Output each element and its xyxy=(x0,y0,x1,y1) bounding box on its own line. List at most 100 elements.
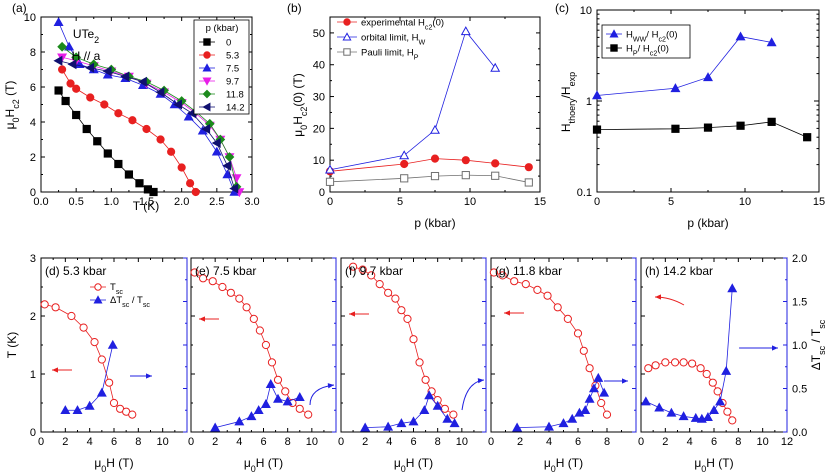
legend-marker xyxy=(610,44,618,52)
x-tick-label: 2 xyxy=(212,436,218,448)
data-point xyxy=(573,329,583,338)
data-point xyxy=(521,280,530,289)
y-tick-label: 50 xyxy=(313,28,325,40)
data-point xyxy=(421,375,430,384)
panel-title: (f) 9.7 kbar xyxy=(345,264,403,278)
data-point xyxy=(489,268,498,277)
x-tick-label: 2.5 xyxy=(209,196,224,208)
data-point xyxy=(430,154,440,163)
data-point xyxy=(651,361,660,370)
legend-label: 7.5 xyxy=(226,64,239,75)
data-point xyxy=(105,378,114,387)
data-point xyxy=(61,96,70,106)
y-tick-label: 3 xyxy=(30,253,36,265)
data-point xyxy=(348,262,358,271)
data-point xyxy=(186,179,195,188)
left-axis-arrow-head xyxy=(199,316,205,322)
data-point xyxy=(211,138,221,148)
legend-marker xyxy=(94,283,102,291)
data-point xyxy=(670,83,681,93)
series-line xyxy=(596,121,808,138)
y-tick-label: 2 xyxy=(30,152,36,164)
y-tick-label: 10 xyxy=(580,5,592,17)
data-point xyxy=(60,405,71,415)
series-e-1 xyxy=(210,378,305,432)
panel-title: UTe2 xyxy=(73,27,99,45)
x-tick-label: 4 xyxy=(687,436,693,448)
data-point xyxy=(715,396,726,406)
data-point xyxy=(397,306,406,315)
y-tick-label: 0 xyxy=(30,427,36,439)
x-tick-label: 8 xyxy=(135,436,141,448)
x-tick-label: 8 xyxy=(285,436,291,448)
data-point xyxy=(273,375,283,384)
y-right-tick-label: 0.0 xyxy=(792,427,807,439)
data-point xyxy=(654,402,665,412)
legend-marker xyxy=(202,63,212,72)
series-c-0 xyxy=(592,31,777,100)
data-point xyxy=(400,159,409,169)
right-axis-arrow xyxy=(130,373,152,379)
data-point xyxy=(97,355,106,364)
data-point xyxy=(384,288,393,297)
data-point xyxy=(767,117,776,126)
right-axis-arrow-shaft xyxy=(309,384,335,406)
y-axis-label: μ0Hc2(0) (T) xyxy=(291,73,309,136)
x-tick-label: 15 xyxy=(813,196,825,208)
data-point xyxy=(222,160,232,171)
data-point xyxy=(671,124,680,133)
legend-marker xyxy=(342,32,352,41)
right-axis-arrow-head xyxy=(772,345,778,351)
data-point xyxy=(72,110,81,120)
panel-title: (h) 14.2 kbar xyxy=(645,264,713,278)
series-b-1 xyxy=(325,26,501,174)
legend-marker xyxy=(202,102,211,112)
x-tick-label: 5 xyxy=(397,196,403,208)
data-point xyxy=(358,265,367,274)
data-point xyxy=(66,79,75,88)
data-point xyxy=(294,392,305,402)
data-point xyxy=(142,124,151,134)
legend: experimental Hc2(0)orbital limit, HWPaul… xyxy=(337,18,444,62)
data-point xyxy=(198,274,208,283)
y-tick-label: 1 xyxy=(586,96,592,108)
data-point xyxy=(260,398,271,408)
data-point xyxy=(703,123,713,132)
data-point xyxy=(696,364,705,373)
x-tick-label: 10 xyxy=(456,436,468,448)
data-point xyxy=(375,280,384,289)
data-point xyxy=(408,416,419,426)
x-tick-label: 4 xyxy=(546,436,552,448)
data-point xyxy=(415,358,424,367)
data-point xyxy=(86,93,95,102)
series-line xyxy=(329,174,529,183)
x-tick-label: 10 xyxy=(157,436,169,448)
series-f-1 xyxy=(360,390,460,432)
legend: p (kbar) 0 5.3 7.5 9.7 11.8 14.2 xyxy=(193,19,250,115)
legend-marker xyxy=(93,295,103,304)
legend-marker xyxy=(203,51,211,59)
data-point xyxy=(124,170,134,179)
data-point xyxy=(255,326,264,335)
data-point xyxy=(396,418,407,428)
data-point xyxy=(114,159,123,169)
legend-label: Pauli limit, HP xyxy=(361,48,419,62)
data-point xyxy=(177,163,186,172)
y-tick-label: 10 xyxy=(313,155,325,167)
panel-title: (g) 11.8 kbar xyxy=(495,264,562,278)
data-point xyxy=(100,100,109,109)
data-point xyxy=(399,150,410,160)
x-tick-label: 0 xyxy=(488,436,494,448)
x-tick-label: 2 xyxy=(62,436,68,448)
legend-label: ΔTsc / Tsc xyxy=(110,295,150,309)
series-a-1 xyxy=(58,65,200,197)
x-tick-label: 6 xyxy=(111,436,117,448)
data-point xyxy=(72,84,81,93)
data-point xyxy=(440,404,450,413)
series-f-0 xyxy=(348,262,458,419)
y-tick-label: 8 xyxy=(30,47,36,59)
data-point xyxy=(709,405,719,415)
x-tick-label: 6 xyxy=(260,436,266,448)
legend-marker xyxy=(343,48,351,56)
data-point xyxy=(107,339,118,349)
